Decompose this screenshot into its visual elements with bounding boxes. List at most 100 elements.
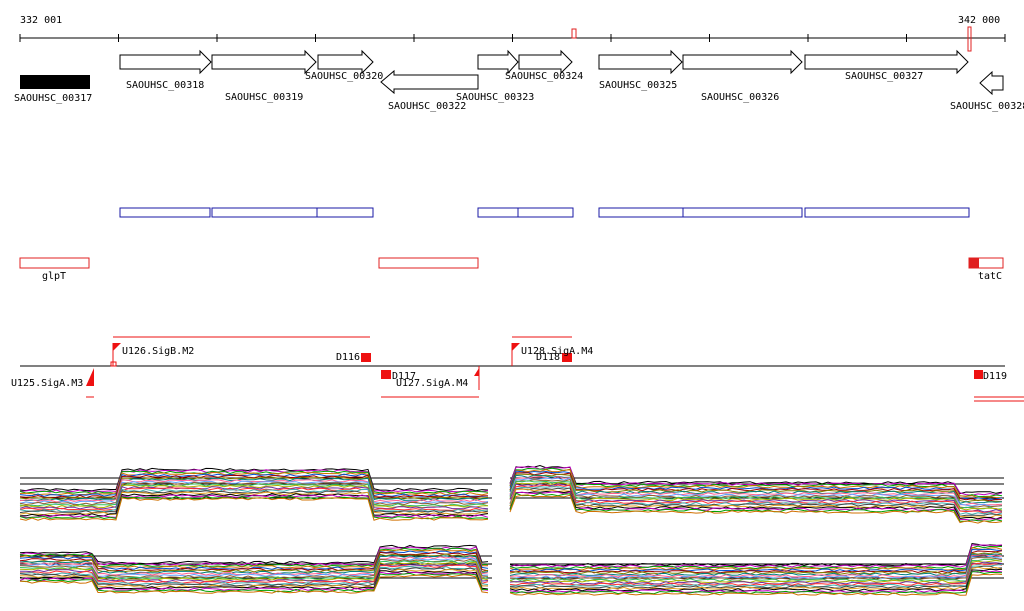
expression-trace — [509, 494, 1003, 524]
expression-trace — [19, 487, 489, 511]
expression-trace — [19, 546, 489, 566]
expression-trace — [19, 491, 489, 516]
feature-label: U127.SigA.M4 — [396, 378, 468, 389]
expression-trace — [19, 493, 489, 517]
expression-trace — [19, 474, 489, 499]
transcript-segment[interactable] — [477, 207, 519, 218]
expression-trace — [509, 464, 1003, 495]
expression-trace — [509, 555, 1003, 579]
expression-trace — [509, 481, 1003, 511]
gene-SAOUHSC_00322[interactable] — [380, 69, 479, 95]
transcript-segment[interactable] — [804, 207, 970, 218]
feature-label: D118 — [536, 352, 560, 363]
gene-label: SAOUHSC_00322 — [388, 101, 466, 112]
expression-trace — [19, 467, 489, 492]
terminator-marker[interactable] — [974, 370, 983, 379]
promoter-marker[interactable] — [474, 368, 479, 376]
terminator-marker[interactable] — [562, 353, 572, 362]
expression-trace — [19, 568, 489, 589]
expression-trace — [509, 573, 1003, 596]
feature-label: D119 — [983, 371, 1007, 382]
operon-label-tatC: tatC — [978, 271, 1002, 282]
gene-SAOUHSC_00325[interactable] — [598, 49, 683, 75]
expression-trace — [19, 572, 489, 593]
expression-trace — [509, 490, 1003, 520]
feature-label: U128.SigA.M4 — [521, 346, 593, 357]
gene-label: SAOUHSC_00319 — [225, 92, 303, 103]
gene-label: SAOUHSC_00320 — [305, 71, 383, 82]
gene-label: SAOUHSC_00328 — [950, 101, 1024, 112]
expression-trace — [19, 484, 489, 509]
expression-trace — [509, 469, 1003, 499]
expression-trace — [509, 544, 1003, 568]
gene-SAOUHSC_00328[interactable] — [979, 70, 1004, 96]
expression-trace — [509, 491, 1003, 521]
operon-label-glpT: glpT — [42, 271, 66, 282]
transcript-segment[interactable] — [119, 207, 211, 218]
terminator-marker[interactable] — [381, 370, 391, 379]
expression-trace — [509, 542, 1003, 567]
operon-glpT[interactable] — [19, 257, 90, 269]
gene-label: SAOUHSC_00318 — [126, 80, 204, 91]
expression-trace — [19, 488, 489, 513]
gene-label: SAOUHSC_00327 — [845, 71, 923, 82]
expression-trace — [19, 565, 489, 586]
expression-trace — [19, 490, 489, 514]
transcript-track — [119, 207, 970, 218]
expression-trace — [509, 547, 1003, 571]
expression-trace — [19, 558, 489, 579]
expression-trace — [509, 492, 1003, 522]
feature-label: U126.SigB.M2 — [122, 346, 194, 357]
ruler-start-label: 332 001 — [20, 15, 62, 26]
expression-trace — [509, 562, 1003, 586]
gene-SAOUHSC_00319[interactable] — [211, 49, 317, 75]
expression-trace — [509, 545, 1003, 570]
operon-box[interactable] — [378, 257, 479, 269]
promoter-marker[interactable] — [113, 343, 121, 351]
expression-trace — [509, 559, 1003, 584]
expression-trace — [19, 476, 489, 500]
expression-trace — [19, 481, 489, 506]
expression-trace — [509, 553, 1003, 577]
gene-SAOUHSC_00318[interactable] — [119, 49, 212, 75]
expression-trace — [509, 477, 1003, 507]
transcript-segment[interactable] — [682, 207, 803, 218]
ruler-marker — [571, 28, 577, 39]
expression-trace — [509, 487, 1003, 517]
expression-trace — [509, 571, 1003, 595]
ruler: 332 001 342 000 — [19, 15, 1006, 52]
expression-trace — [509, 484, 1003, 514]
expression-trace — [509, 470, 1003, 500]
expression-trace — [509, 466, 1003, 496]
gene-SAOUHSC_00324[interactable] — [518, 49, 573, 75]
expression-trace — [509, 556, 1003, 581]
gene-SAOUHSC_00323[interactable] — [477, 49, 519, 75]
gene-SAOUHSC_00317[interactable] — [20, 75, 90, 89]
feature-label: D117 — [392, 371, 416, 382]
expression-trace — [19, 574, 489, 594]
ruler-ticks — [19, 34, 1006, 42]
transcript-segment[interactable] — [517, 207, 574, 218]
expression-track-upper — [19, 464, 1004, 524]
ruler-marker — [967, 26, 972, 52]
expression-trace — [19, 551, 489, 572]
expression-trace — [19, 497, 489, 521]
gene-SAOUHSC_00327[interactable] — [804, 49, 969, 75]
expression-trace — [509, 570, 1003, 593]
gene-track: SAOUHSC_00317 SAOUHSC_00318 SAOUHSC_0031… — [14, 49, 1024, 112]
ruler-end-label: 342 000 — [958, 15, 1000, 26]
expression-trace — [509, 565, 1003, 589]
promoter-marker[interactable] — [512, 343, 520, 351]
gene-SAOUHSC_00326[interactable] — [682, 49, 803, 75]
transcript-segment[interactable] — [598, 207, 684, 218]
gene-label: SAOUHSC_00325 — [599, 80, 677, 91]
operon-track: glpT tatC — [19, 257, 1004, 282]
transcript-segment[interactable] — [211, 207, 318, 218]
feature-label: U125.SigA.M3 — [11, 378, 83, 389]
transcript-segment[interactable] — [316, 207, 374, 218]
terminator-marker[interactable] — [361, 353, 371, 362]
expression-trace — [19, 483, 489, 507]
promoter-marker[interactable] — [86, 368, 94, 386]
expression-trace — [509, 488, 1003, 519]
gene-SAOUHSC_00320[interactable] — [317, 49, 374, 75]
